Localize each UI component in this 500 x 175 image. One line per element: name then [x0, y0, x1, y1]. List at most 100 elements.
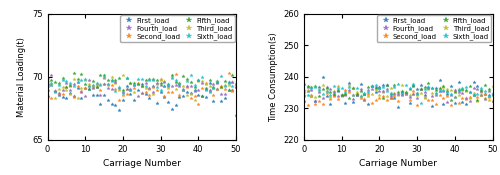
- First_load: [169, 107, 175, 110]
- Sixth_load: [172, 79, 178, 81]
- Fourth_load: [112, 81, 118, 83]
- Third_load: [365, 95, 371, 97]
- Third_load: [429, 92, 435, 94]
- X-axis label: Carriage Number: Carriage Number: [103, 159, 180, 168]
- Fifth_load: [342, 93, 348, 95]
- Second_load: [196, 103, 202, 105]
- First_load: [365, 103, 371, 105]
- Sixth_load: [358, 95, 364, 97]
- Third_load: [486, 99, 492, 101]
- Fourth_load: [362, 93, 368, 95]
- Fourth_load: [176, 85, 182, 87]
- Fifth_load: [71, 72, 77, 74]
- Third_load: [233, 82, 239, 84]
- First_load: [226, 81, 232, 83]
- Third_load: [320, 84, 326, 86]
- Sixth_load: [418, 102, 424, 104]
- Fourth_load: [44, 89, 51, 92]
- Second_load: [358, 97, 364, 99]
- Second_load: [86, 85, 92, 87]
- First_load: [362, 99, 368, 101]
- X-axis label: Carriage Number: Carriage Number: [360, 159, 437, 168]
- Fifth_load: [486, 88, 492, 90]
- Sixth_load: [230, 85, 235, 87]
- Fifth_load: [105, 79, 111, 81]
- First_load: [395, 106, 401, 108]
- Third_load: [362, 93, 368, 96]
- Second_load: [414, 104, 420, 106]
- Third_load: [301, 95, 307, 97]
- Fourth_load: [188, 85, 194, 87]
- Y-axis label: Material Loading(t): Material Loading(t): [18, 37, 26, 117]
- Sixth_load: [342, 91, 348, 93]
- Fourth_load: [94, 86, 100, 88]
- Third_load: [230, 81, 235, 83]
- Fifth_load: [490, 94, 496, 96]
- Line: Sixth_load: Sixth_load: [302, 82, 494, 104]
- First_load: [44, 95, 51, 97]
- First_load: [180, 95, 186, 97]
- First_load: [486, 94, 492, 96]
- Line: Third_load: Third_load: [302, 83, 494, 103]
- Second_load: [101, 77, 107, 79]
- First_load: [346, 82, 352, 84]
- Sixth_load: [184, 80, 190, 82]
- Fifth_load: [199, 95, 205, 97]
- Fifth_load: [90, 80, 96, 82]
- Sixth_load: [233, 84, 239, 86]
- Fourth_load: [486, 90, 492, 92]
- Second_load: [490, 100, 496, 102]
- Third_load: [346, 84, 352, 86]
- Fourth_load: [365, 89, 371, 92]
- Second_load: [433, 103, 439, 105]
- Third_load: [86, 83, 92, 86]
- Legend: First_load, Fourth_load, Second_load, Fifth_load, Third_load, Sixth_load: First_load, Fourth_load, Second_load, Fi…: [377, 15, 491, 42]
- Sixth_load: [86, 85, 92, 87]
- Sixth_load: [486, 95, 492, 97]
- Third_load: [172, 88, 178, 90]
- Fourth_load: [48, 74, 54, 76]
- Fourth_load: [324, 86, 330, 88]
- Sixth_load: [188, 74, 194, 76]
- Fourth_load: [490, 93, 496, 96]
- Y-axis label: Time Consumption(s): Time Consumption(s): [268, 32, 278, 122]
- Sixth_load: [105, 83, 111, 85]
- Third_load: [101, 83, 107, 85]
- Sixth_load: [120, 92, 126, 94]
- Second_load: [44, 77, 51, 79]
- Third_load: [105, 84, 111, 86]
- Second_load: [180, 89, 186, 91]
- First_load: [230, 89, 235, 91]
- Fifth_load: [362, 93, 368, 95]
- Fourth_load: [444, 101, 450, 103]
- Third_load: [440, 86, 446, 88]
- Line: Third_load: Third_load: [46, 73, 238, 102]
- Sixth_load: [101, 76, 107, 78]
- Third_load: [120, 74, 126, 76]
- Fifth_load: [358, 90, 364, 92]
- Fifth_load: [429, 87, 435, 89]
- First_load: [86, 88, 92, 90]
- Second_load: [169, 91, 175, 93]
- Second_load: [301, 89, 307, 91]
- Second_load: [233, 86, 239, 88]
- First_load: [101, 94, 107, 96]
- Fifth_load: [426, 82, 432, 84]
- Line: Second_load: Second_load: [302, 87, 494, 107]
- Fifth_load: [230, 74, 235, 76]
- Sixth_load: [444, 91, 450, 93]
- First_load: [320, 76, 326, 78]
- Fourth_load: [346, 89, 352, 91]
- Fifth_load: [474, 99, 480, 101]
- Second_load: [444, 95, 450, 97]
- Line: Fifth_load: Fifth_load: [302, 81, 494, 102]
- Fifth_load: [44, 83, 51, 85]
- Fourth_load: [108, 88, 114, 90]
- Second_load: [226, 72, 232, 74]
- First_load: [301, 100, 307, 102]
- Second_load: [105, 83, 111, 85]
- First_load: [444, 93, 450, 95]
- Line: Fourth_load: Fourth_load: [46, 74, 238, 98]
- Third_load: [184, 94, 190, 96]
- Line: Sixth_load: Sixth_load: [46, 73, 238, 95]
